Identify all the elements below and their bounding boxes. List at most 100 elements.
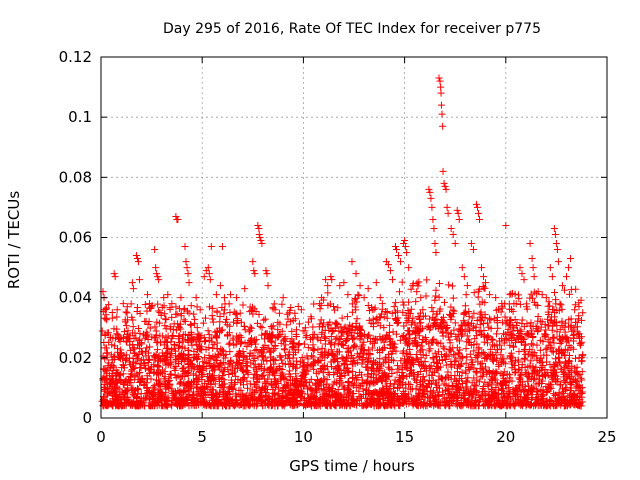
- data-point: [150, 382, 158, 390]
- data-point: [220, 395, 228, 403]
- data-point: [304, 318, 312, 326]
- data-point: [517, 399, 525, 407]
- data-point: [336, 282, 344, 290]
- data-point: [556, 340, 564, 348]
- data-point: [128, 386, 136, 394]
- data-point: [523, 300, 531, 308]
- data-point: [103, 369, 111, 377]
- data-point: [406, 380, 414, 388]
- data-point: [571, 396, 579, 404]
- data-point: [101, 355, 109, 363]
- data-point: [530, 366, 538, 374]
- data-point: [412, 298, 420, 306]
- data-point: [385, 351, 393, 359]
- data-point: [310, 358, 318, 366]
- data-point: [432, 384, 440, 392]
- data-point: [209, 386, 217, 394]
- data-point: [325, 393, 333, 401]
- data-point: [544, 302, 552, 310]
- data-point: [113, 369, 121, 377]
- data-point: [364, 333, 372, 341]
- data-point: [445, 281, 453, 289]
- data-point: [154, 362, 162, 370]
- data-point: [418, 325, 426, 333]
- data-point: [288, 327, 296, 335]
- data-point: [128, 279, 136, 287]
- data-point: [441, 298, 448, 306]
- data-point: [413, 355, 421, 363]
- data-point: [187, 302, 195, 310]
- data-point: [116, 353, 124, 361]
- data-point: [393, 319, 401, 327]
- data-point: [250, 305, 258, 313]
- data-point: [125, 399, 133, 407]
- data-point: [486, 401, 494, 409]
- data-point: [479, 382, 487, 390]
- data-point: [427, 365, 435, 373]
- data-point: [218, 371, 226, 379]
- data-point: [362, 378, 370, 386]
- data-point: [562, 334, 570, 342]
- data-point: [309, 331, 317, 339]
- data-point: [450, 351, 458, 359]
- data-point: [353, 350, 361, 358]
- data-point: [163, 401, 171, 409]
- data-point: [549, 334, 557, 342]
- data-point: [491, 376, 499, 384]
- data-point: [365, 331, 373, 339]
- data-point: [343, 334, 351, 342]
- data-point: [335, 397, 343, 405]
- x-tick-label: 10: [294, 428, 313, 446]
- data-point: [213, 390, 221, 398]
- data-point: [528, 255, 536, 263]
- data-point: [527, 383, 535, 391]
- data-point: [123, 338, 131, 346]
- data-point: [160, 302, 168, 310]
- data-point: [383, 314, 391, 322]
- x-tick-label: 15: [395, 428, 414, 446]
- data-point: [492, 349, 500, 357]
- data-point: [309, 353, 317, 361]
- data-point: [309, 323, 317, 331]
- data-point: [283, 321, 291, 329]
- data-point: [330, 341, 338, 349]
- data-point: [355, 292, 363, 300]
- data-point: [206, 303, 214, 311]
- data-point: [425, 363, 433, 371]
- data-point: [439, 397, 447, 405]
- data-point: [134, 385, 142, 393]
- data-point: [425, 322, 433, 330]
- data-point: [451, 319, 459, 327]
- data-point: [172, 303, 180, 311]
- data-point: [307, 402, 315, 410]
- data-point: [341, 356, 349, 364]
- data-point: [260, 365, 268, 373]
- data-point: [212, 291, 220, 299]
- data-point: [303, 331, 311, 339]
- data-point: [103, 316, 111, 324]
- data-point: [569, 334, 577, 342]
- data-point: [484, 319, 492, 327]
- data-point: [303, 397, 311, 405]
- data-point: [505, 318, 513, 326]
- data-point: [506, 374, 514, 382]
- data-point: [352, 295, 359, 303]
- data-point: [278, 327, 286, 335]
- data-point: [413, 371, 421, 379]
- data-point: [414, 392, 422, 400]
- data-point: [286, 318, 294, 326]
- data-point: [428, 203, 436, 211]
- data-point: [492, 306, 500, 314]
- data-point: [110, 388, 118, 396]
- data-point: [98, 327, 106, 335]
- data-point: [390, 384, 398, 392]
- data-point: [440, 318, 448, 326]
- data-point: [371, 304, 379, 312]
- data-point: [463, 377, 471, 385]
- data-point: [476, 365, 484, 373]
- data-point: [163, 350, 171, 358]
- data-point: [356, 282, 364, 290]
- data-point: [193, 303, 201, 311]
- data-point: [435, 280, 443, 288]
- data-point: [180, 364, 188, 372]
